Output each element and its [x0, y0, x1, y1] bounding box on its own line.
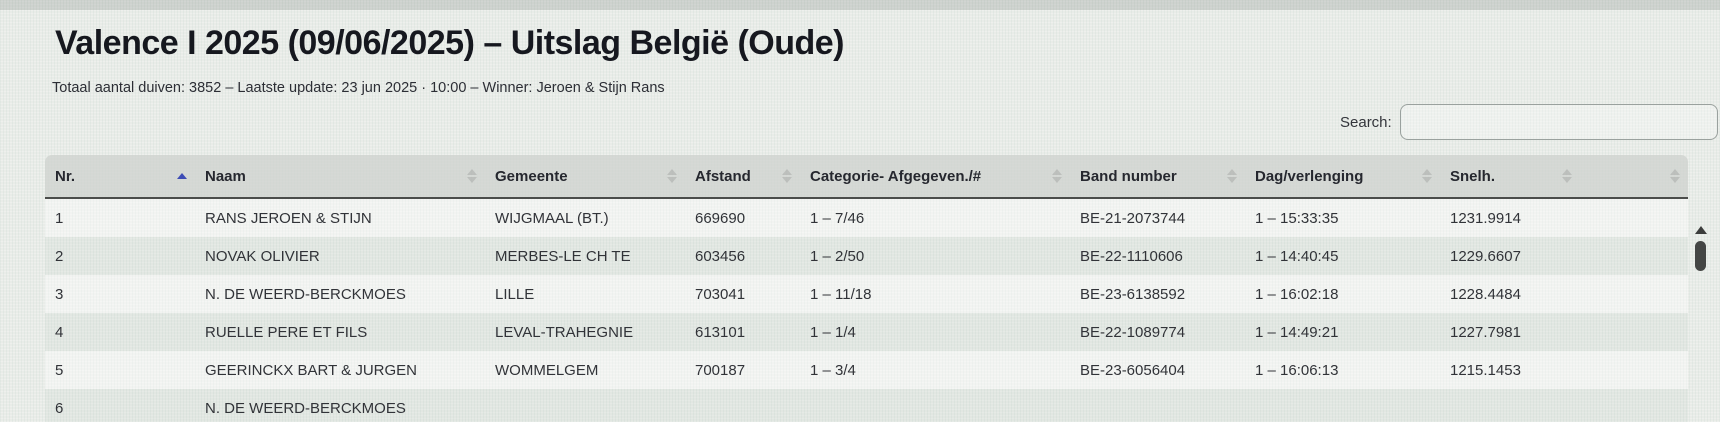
cell-gemeente: LILLE: [495, 285, 535, 303]
column-label-dag-verlenging: Dag/verlenging: [1255, 167, 1364, 185]
page-title: Valence I 2025 (09/06/2025) – Uitslag Be…: [55, 24, 845, 62]
cell-gemeente: WIJGMAAL (BT.): [495, 209, 609, 227]
cell-gemeente: WOMMELGEM: [495, 361, 599, 379]
cell-naam: NOVAK OLIVIER: [205, 247, 320, 265]
cell-naam: RANS JEROEN & STIJN: [205, 209, 372, 227]
sort-icon: [1562, 169, 1572, 183]
cell-dag-verlenging: 1 – 16:06:13: [1255, 361, 1339, 379]
table-row: 5 GEERINCKX BART & JURGEN WOMMELGEM 700187 1…: [45, 351, 1688, 389]
cell-nr: 3: [55, 285, 64, 303]
cell-band-number: BE-21-2073744: [1080, 209, 1186, 227]
cell-gemeente: LEVAL-TRAHEGNIE: [495, 323, 634, 341]
cell-nr: 5: [55, 361, 64, 379]
column-header-band-number[interactable]: Band number: [1070, 155, 1245, 197]
table-header-row: Nr. Naam Gemeente Afstand Categorie- Afgegev…: [45, 155, 1688, 199]
cell-nr: 1: [55, 209, 64, 227]
column-header-filler: [1580, 155, 1688, 197]
cell-dag-verlenging: 1 – 14:49:21: [1255, 323, 1339, 341]
cell-afstand: 700187: [695, 361, 746, 379]
cell-dag-verlenging: 1 – 15:33:35: [1255, 209, 1339, 227]
cell-snelh: 1215.1453: [1450, 361, 1521, 379]
cell-categorie: 1 – 1/4: [810, 323, 856, 341]
cell-band-number: BE-22-1089774: [1080, 323, 1186, 341]
sort-icon: [667, 169, 677, 183]
sort-icon: [1052, 169, 1062, 183]
column-label-naam: Naam: [205, 167, 246, 185]
cell-categorie: 1 – 7/46: [810, 209, 865, 227]
cell-gemeente: MERBES-LE CH TE: [495, 247, 631, 265]
column-header-categorie[interactable]: Categorie- Afgegeven./#: [800, 155, 1070, 197]
search-bar: Search:: [1340, 103, 1718, 141]
table-row: 2 NOVAK OLIVIER MERBES-LE CH TE 603456 1 – 2…: [45, 237, 1688, 275]
cell-snelh: 1228.4484: [1450, 285, 1521, 303]
table-row: 1 RANS JEROEN & STIJN WIJGMAAL (BT.) 669690…: [45, 199, 1688, 237]
sort-asc-icon: [177, 173, 187, 179]
column-label-nr: Nr.: [55, 167, 76, 185]
scrollbar-track[interactable]: [1693, 200, 1709, 422]
cell-band-number: BE-23-6138592: [1080, 285, 1186, 303]
column-header-snelh[interactable]: Snelh.: [1440, 155, 1580, 197]
cell-nr: 2: [55, 247, 64, 265]
cell-snelh: 1231.9914: [1450, 209, 1521, 227]
search-label: Search:: [1340, 113, 1392, 131]
table-row: 3 N. DE WEERD-BERCKMOES LILLE 703041 1 – 11/…: [45, 275, 1688, 313]
sort-icon: [782, 169, 792, 183]
top-edge-strip: [0, 0, 1720, 10]
sort-icon: [467, 169, 477, 183]
cell-snelh: 1227.7981: [1450, 323, 1521, 341]
cell-band-number: BE-22-1110606: [1080, 247, 1183, 265]
cell-nr: 4: [55, 323, 64, 341]
table-body: 1 RANS JEROEN & STIJN WIJGMAAL (BT.) 669690…: [45, 199, 1688, 422]
cell-naam: N. DE WEERD-BERCKMOES: [205, 399, 406, 417]
cell-afstand: 669690: [695, 209, 746, 227]
sort-icon: [1670, 169, 1680, 183]
column-header-gemeente[interactable]: Gemeente: [485, 155, 685, 197]
cell-naam: RUELLE PERE ET FILS: [205, 323, 368, 341]
sort-icon: [1422, 169, 1432, 183]
column-label-snelh: Snelh.: [1450, 167, 1496, 185]
cell-dag-verlenging: 1 – 16:02:18: [1255, 285, 1339, 303]
page-subtitle: Totaal aantal duiven: 3852 – Laatste upd…: [52, 80, 665, 96]
table-row: 6 N. DE WEERD-BERCKMOES: [45, 389, 1688, 422]
column-label-gemeente: Gemeente: [495, 167, 568, 185]
cell-naam: GEERINCKX BART & JURGEN: [205, 361, 417, 379]
column-header-naam[interactable]: Naam: [195, 155, 485, 197]
cell-afstand: 703041: [695, 285, 746, 303]
search-input[interactable]: [1399, 104, 1718, 140]
cell-afstand: 603456: [695, 247, 746, 265]
cell-naam: N. DE WEERD-BERCKMOES: [205, 285, 406, 303]
cell-categorie: 1 – 3/4: [810, 361, 856, 379]
column-label-categorie: Categorie- Afgegeven./#: [810, 167, 982, 185]
cell-afstand: 613101: [695, 323, 746, 341]
column-header-afstand[interactable]: Afstand: [685, 155, 800, 197]
sort-icon: [1227, 169, 1237, 183]
column-header-dag-verlenging[interactable]: Dag/verlenging: [1245, 155, 1440, 197]
cell-categorie: 1 – 11/18: [810, 285, 872, 303]
results-table: Nr. Naam Gemeente Afstand Categorie- Afgegev…: [45, 155, 1688, 422]
cell-categorie: 1 – 2/50: [810, 247, 865, 265]
table-row: 4 RUELLE PERE ET FILS LEVAL-TRAHEGNIE 61310…: [45, 313, 1688, 351]
scrollbar-thumb[interactable]: [1695, 241, 1706, 271]
column-label-band-number: Band number: [1080, 167, 1177, 185]
cell-nr: 6: [55, 399, 64, 417]
cell-snelh: 1229.6607: [1450, 247, 1521, 265]
scrollbar-up-icon[interactable]: [1695, 226, 1707, 234]
column-label-afstand: Afstand: [695, 167, 751, 185]
column-header-nr[interactable]: Nr.: [45, 155, 195, 197]
cell-band-number: BE-23-6056404: [1080, 361, 1186, 379]
cell-dag-verlenging: 1 – 14:40:45: [1255, 247, 1339, 265]
